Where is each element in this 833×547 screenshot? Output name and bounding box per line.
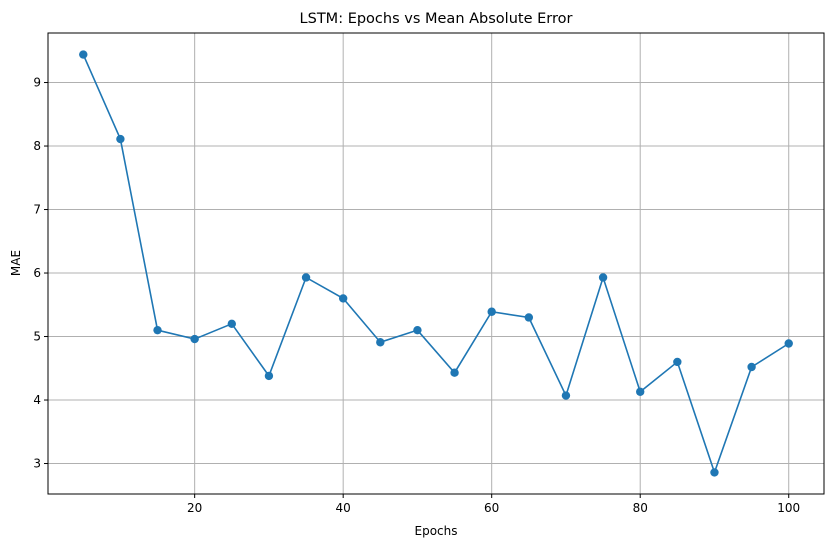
- data-point: [413, 325, 422, 335]
- data-point: [450, 368, 459, 377]
- data-point: [301, 273, 311, 282]
- data-point: [784, 339, 793, 348]
- data-point: [264, 371, 274, 381]
- data-point: [524, 313, 534, 322]
- data-point: [710, 468, 719, 477]
- series-mae: [79, 50, 793, 477]
- y-tick-label: 9: [33, 76, 41, 90]
- y-tick-label: 3: [33, 457, 41, 471]
- x-tick-label: 80: [633, 501, 648, 515]
- data-point: [153, 325, 162, 335]
- data-point: [598, 273, 608, 282]
- x-tick-label: 20: [187, 501, 202, 515]
- data-point: [673, 357, 682, 367]
- data-point: [116, 134, 125, 144]
- y-tick-label: 6: [33, 266, 41, 280]
- series-line: [82, 54, 790, 475]
- data-point: [227, 319, 236, 329]
- data-point: [376, 338, 385, 347]
- y-axis-label: MAE: [9, 250, 23, 276]
- y-tick-label: 4: [33, 393, 41, 407]
- data-point: [636, 387, 645, 396]
- data-point: [561, 391, 571, 400]
- x-axis-label: Epochs: [415, 524, 458, 538]
- data-point: [79, 50, 88, 59]
- x-tick-label: 40: [336, 501, 351, 515]
- axis-ticks: 20 40 60 80 100 3 4 5 6 7 8 9: [33, 76, 800, 515]
- chart-title: LSTM: Epochs vs Mean Absolute Error: [300, 11, 573, 27]
- grid: [48, 33, 824, 494]
- y-tick-label: 7: [33, 203, 41, 217]
- data-point: [747, 362, 756, 372]
- y-tick-label: 8: [33, 139, 41, 153]
- plot-frame: [47, 32, 825, 495]
- data-point: [487, 307, 496, 316]
- data-point: [338, 294, 348, 303]
- y-tick-label: 5: [33, 330, 41, 344]
- x-tick-label: 60: [484, 501, 499, 515]
- x-tick-label: 100: [777, 501, 800, 515]
- data-point: [190, 334, 199, 344]
